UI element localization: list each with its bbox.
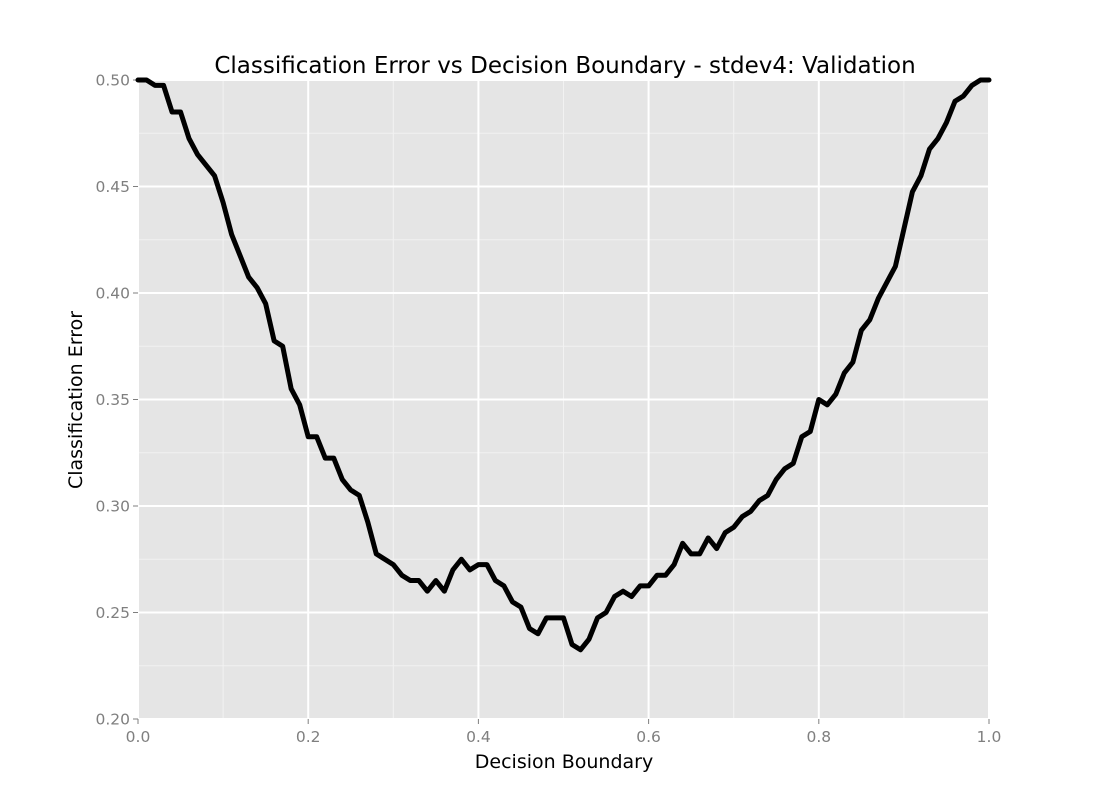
y-tick-label: 0.35 <box>95 391 130 409</box>
series-line <box>135 77 992 653</box>
y-tick-label: 0.50 <box>95 72 130 90</box>
y-tick-label: 0.40 <box>95 285 130 303</box>
x-axis-label: Decision Boundary <box>475 751 653 773</box>
x-tick-label: 0.8 <box>806 728 831 746</box>
y-tick-label: 0.20 <box>95 711 130 729</box>
axes: 0.0 0.2 0.4 0.6 0.8 1.0 0.20 0.25 0.30 0.35 0.40 0.… <box>95 72 1001 747</box>
chart-title: Classification Error vs Decision Boundar… <box>214 53 915 79</box>
x-tick-label: 0.6 <box>636 728 661 746</box>
x-tick-label: 1.0 <box>977 728 1002 746</box>
y-axis-label: Classification Error <box>65 311 87 489</box>
x-tick-label: 0.2 <box>296 728 321 746</box>
x-tick-label: 0.0 <box>126 728 151 746</box>
x-tick-label: 0.4 <box>466 728 491 746</box>
major-gridlines <box>137 79 990 720</box>
y-tick-label: 0.45 <box>95 178 130 196</box>
y-tick-label: 0.25 <box>95 604 130 622</box>
y-tick-label: 0.30 <box>95 498 130 516</box>
